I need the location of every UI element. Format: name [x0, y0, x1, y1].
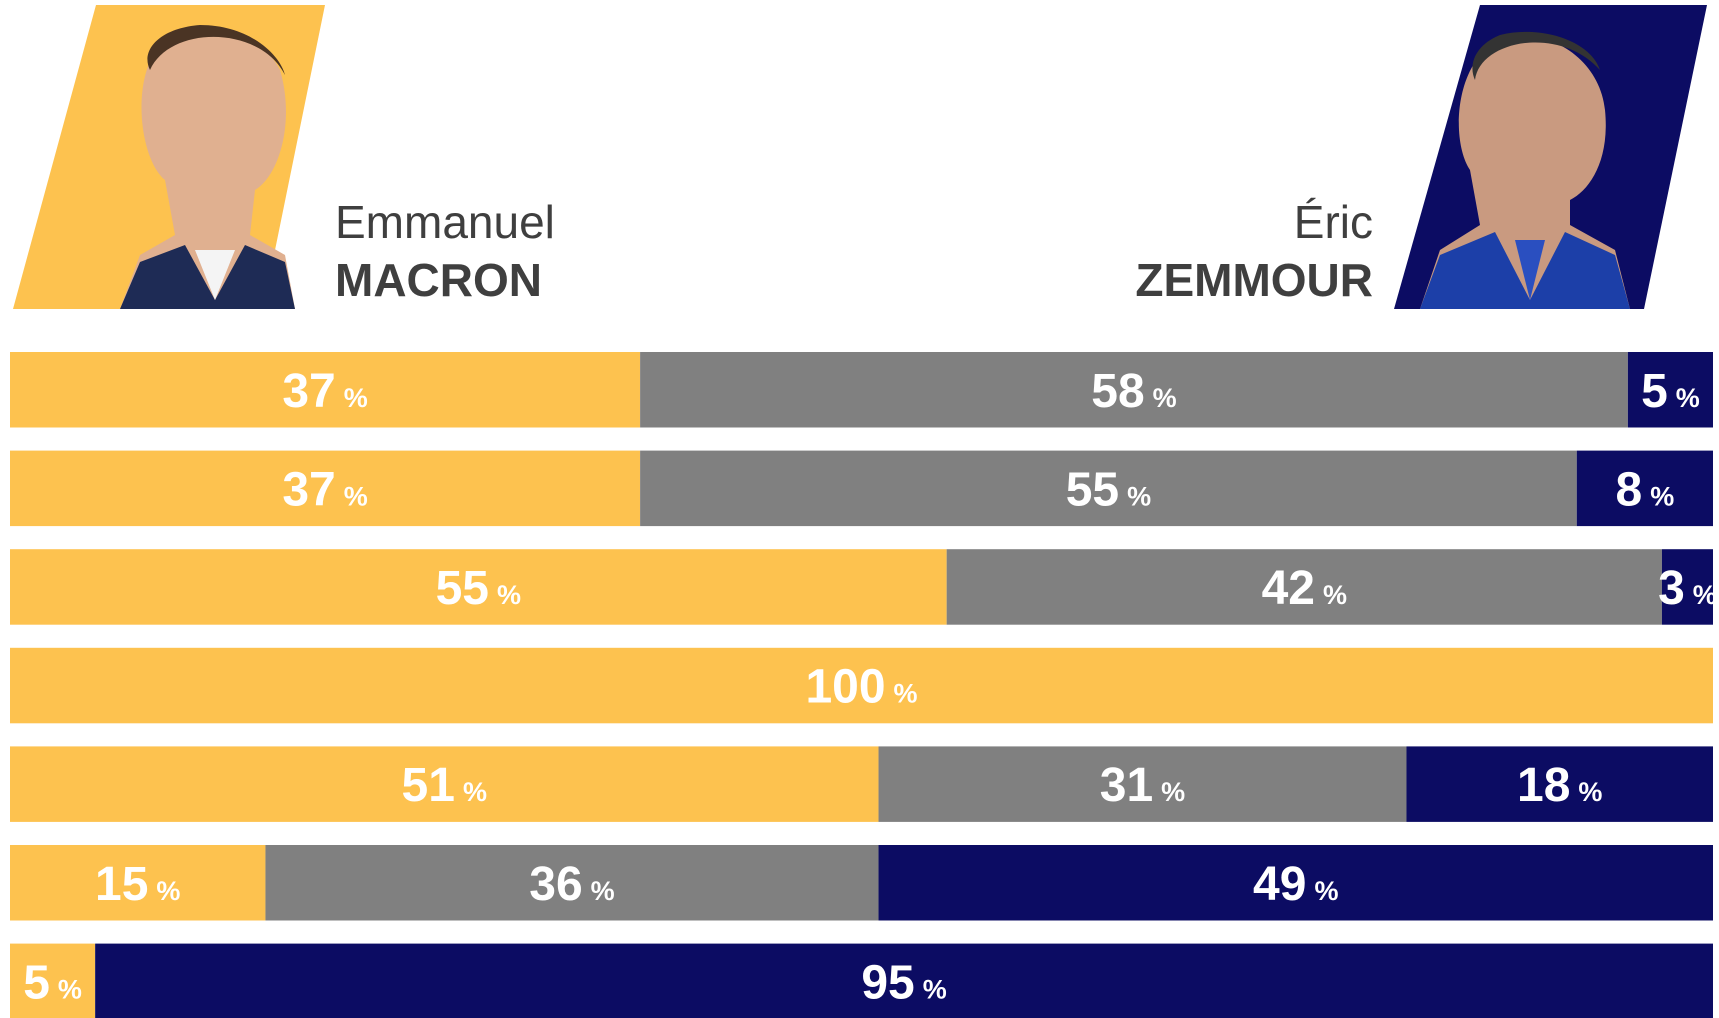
- value-number: 37: [282, 365, 335, 418]
- value-number: 100: [805, 661, 885, 714]
- value-unit: %: [497, 580, 521, 610]
- value-label: 55%: [1066, 463, 1151, 516]
- value-label: 55%: [436, 562, 521, 615]
- value-unit: %: [344, 481, 368, 511]
- left-first-name: Emmanuel: [335, 196, 555, 248]
- value-unit: %: [1676, 383, 1700, 413]
- value-unit: %: [1693, 580, 1717, 610]
- bar-segment: [1406, 746, 1713, 822]
- value-label: 49%: [1253, 858, 1338, 911]
- value-unit: %: [1323, 580, 1347, 610]
- value-label: 42%: [1262, 562, 1347, 615]
- value-number: 49: [1253, 858, 1306, 911]
- bar-segment: [1661, 549, 1713, 625]
- value-number: 31: [1100, 759, 1153, 812]
- bar-segment: [10, 450, 641, 527]
- bar-segment: [1627, 352, 1713, 428]
- value-unit: %: [591, 876, 615, 906]
- value-number: 37: [282, 463, 335, 516]
- value-number: 8: [1616, 463, 1643, 516]
- value-label: 51%: [402, 759, 487, 812]
- right-portrait: [1394, 5, 1707, 309]
- value-label: 37%: [282, 463, 367, 516]
- right-last-name: ZEMMOUR: [1135, 254, 1373, 306]
- value-label: 15%: [95, 858, 180, 911]
- left-portrait: [13, 5, 325, 310]
- value-label: 8%: [1616, 463, 1675, 516]
- bar-segment: [10, 549, 947, 625]
- value-unit: %: [1161, 777, 1185, 807]
- value-label: 95%: [861, 956, 946, 1009]
- value-unit: %: [156, 876, 180, 906]
- bar-segment: [10, 943, 96, 1018]
- value-number: 36: [529, 858, 582, 911]
- value-unit: %: [923, 974, 947, 1004]
- value-label: 18%: [1517, 759, 1602, 812]
- bar-segment: [10, 352, 641, 428]
- left-last-name: MACRON: [335, 254, 542, 306]
- bar-segment: [1576, 450, 1713, 527]
- bar-segment: [265, 845, 879, 921]
- value-label: 36%: [529, 858, 614, 911]
- bar-segment: [95, 943, 1713, 1018]
- bar-segment: [640, 352, 1628, 428]
- value-number: 18: [1517, 759, 1570, 812]
- value-unit: %: [463, 777, 487, 807]
- value-unit: %: [1314, 876, 1338, 906]
- value-label: 100%: [805, 661, 917, 714]
- value-label: 58%: [1091, 365, 1176, 418]
- value-number: 55: [1066, 463, 1119, 516]
- value-number: 95: [861, 956, 914, 1009]
- bar-segment: [10, 647, 1713, 724]
- bars: 37% 58% 5 %37% 55% 8 %55% 42% 3 %100 %51% 31% 18 %15%…: [10, 352, 1717, 1018]
- value-number: 58: [1091, 365, 1144, 418]
- value-unit: %: [1578, 777, 1602, 807]
- value-unit: %: [894, 679, 918, 709]
- value-number: 5: [1641, 365, 1668, 418]
- value-unit: %: [1153, 383, 1177, 413]
- bar-segment: [10, 845, 266, 921]
- value-label: 3%: [1658, 562, 1717, 615]
- value-number: 51: [402, 759, 455, 812]
- value-label: 5%: [1641, 365, 1700, 418]
- right-first-name: Éric: [1294, 196, 1373, 248]
- bar-segment: [878, 845, 1713, 921]
- bar-segment: [878, 746, 1407, 822]
- value-number: 55: [436, 562, 489, 615]
- value-number: 3: [1658, 562, 1685, 615]
- value-unit: %: [1650, 481, 1674, 511]
- value-label: 5%: [23, 956, 82, 1009]
- bar-segment: [640, 450, 1577, 527]
- value-number: 5: [23, 956, 50, 1009]
- value-unit: %: [1127, 481, 1151, 511]
- value-label: 37%: [282, 365, 367, 418]
- value-unit: %: [344, 383, 368, 413]
- bar-segment: [10, 746, 879, 822]
- bar-segment: [946, 549, 1662, 625]
- value-number: 42: [1262, 562, 1315, 615]
- value-unit: %: [58, 974, 82, 1004]
- value-label: 31%: [1100, 759, 1185, 812]
- value-number: 15: [95, 858, 148, 911]
